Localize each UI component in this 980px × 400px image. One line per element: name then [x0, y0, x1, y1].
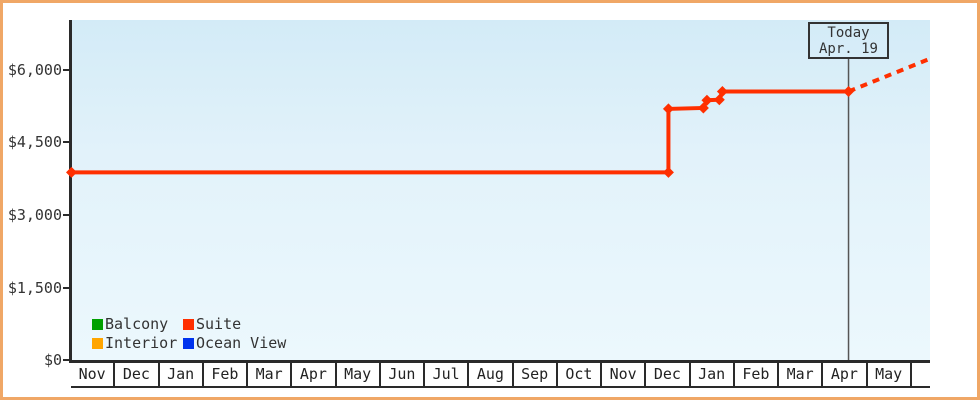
legend-swatch: [183, 338, 194, 349]
month-cell: May: [337, 363, 381, 386]
y-tick-mark: [63, 286, 70, 289]
legend-label: Interior: [105, 334, 178, 352]
month-cell: Mar: [248, 363, 293, 386]
month-cell: Jun: [381, 363, 425, 386]
y-tick-label: $6,000: [7, 60, 62, 79]
legend-item-suite: Suite: [183, 315, 323, 334]
month-cell: Oct: [558, 363, 602, 386]
month-cell: Sep: [514, 363, 558, 386]
month-cell: Nov: [71, 363, 116, 386]
today-date: Apr. 19: [818, 41, 878, 57]
month-cell: Feb: [735, 363, 779, 386]
y-axis-line: [69, 20, 72, 363]
month-cell: Dec: [646, 363, 691, 386]
month-cell: May: [868, 363, 912, 386]
y-tick-label: $4,500: [7, 133, 62, 152]
plot-background: [72, 20, 930, 360]
y-tick-mark: [63, 141, 70, 144]
legend-label: Suite: [196, 315, 242, 333]
legend-swatch: [92, 338, 103, 349]
month-cell: Jan: [160, 363, 204, 386]
y-tick-label: $1,500: [7, 278, 62, 297]
month-cell-empty: [912, 363, 930, 386]
month-cell: Feb: [204, 363, 248, 386]
y-tick-mark: [63, 359, 70, 362]
y-tick-mark: [63, 68, 70, 71]
legend-item-ocean-view: Ocean View: [183, 334, 323, 353]
today-label: Today: [827, 25, 870, 41]
y-tick-label: $0: [43, 351, 62, 370]
y-tick-mark: [63, 214, 70, 216]
month-cell: Jul: [425, 363, 470, 386]
legend-item-balcony: Balcony: [92, 315, 183, 334]
month-cell: Nov: [602, 363, 647, 386]
month-cell: Apr: [292, 363, 337, 386]
y-tick-label: $3,000: [7, 206, 62, 224]
today-annotation-box: Today Apr. 19: [808, 22, 889, 59]
legend: Balcony Suite Interior Ocean View: [92, 315, 323, 353]
month-cell: Aug: [469, 363, 514, 386]
month-cell: Jan: [691, 363, 735, 386]
month-cell: Apr: [823, 363, 868, 386]
legend-swatch: [183, 319, 194, 330]
legend-swatch: [92, 319, 103, 330]
legend-label: Ocean View: [196, 334, 287, 352]
legend-item-interior: Interior: [92, 334, 183, 353]
month-cell: Dec: [115, 363, 160, 386]
legend-label: Balcony: [105, 315, 169, 333]
x-axis-month-row: Nov Dec Jan Feb Mar Apr May Jun Jul Aug Sep Oct Nov D…: [71, 360, 930, 388]
month-cell: Mar: [779, 363, 824, 386]
